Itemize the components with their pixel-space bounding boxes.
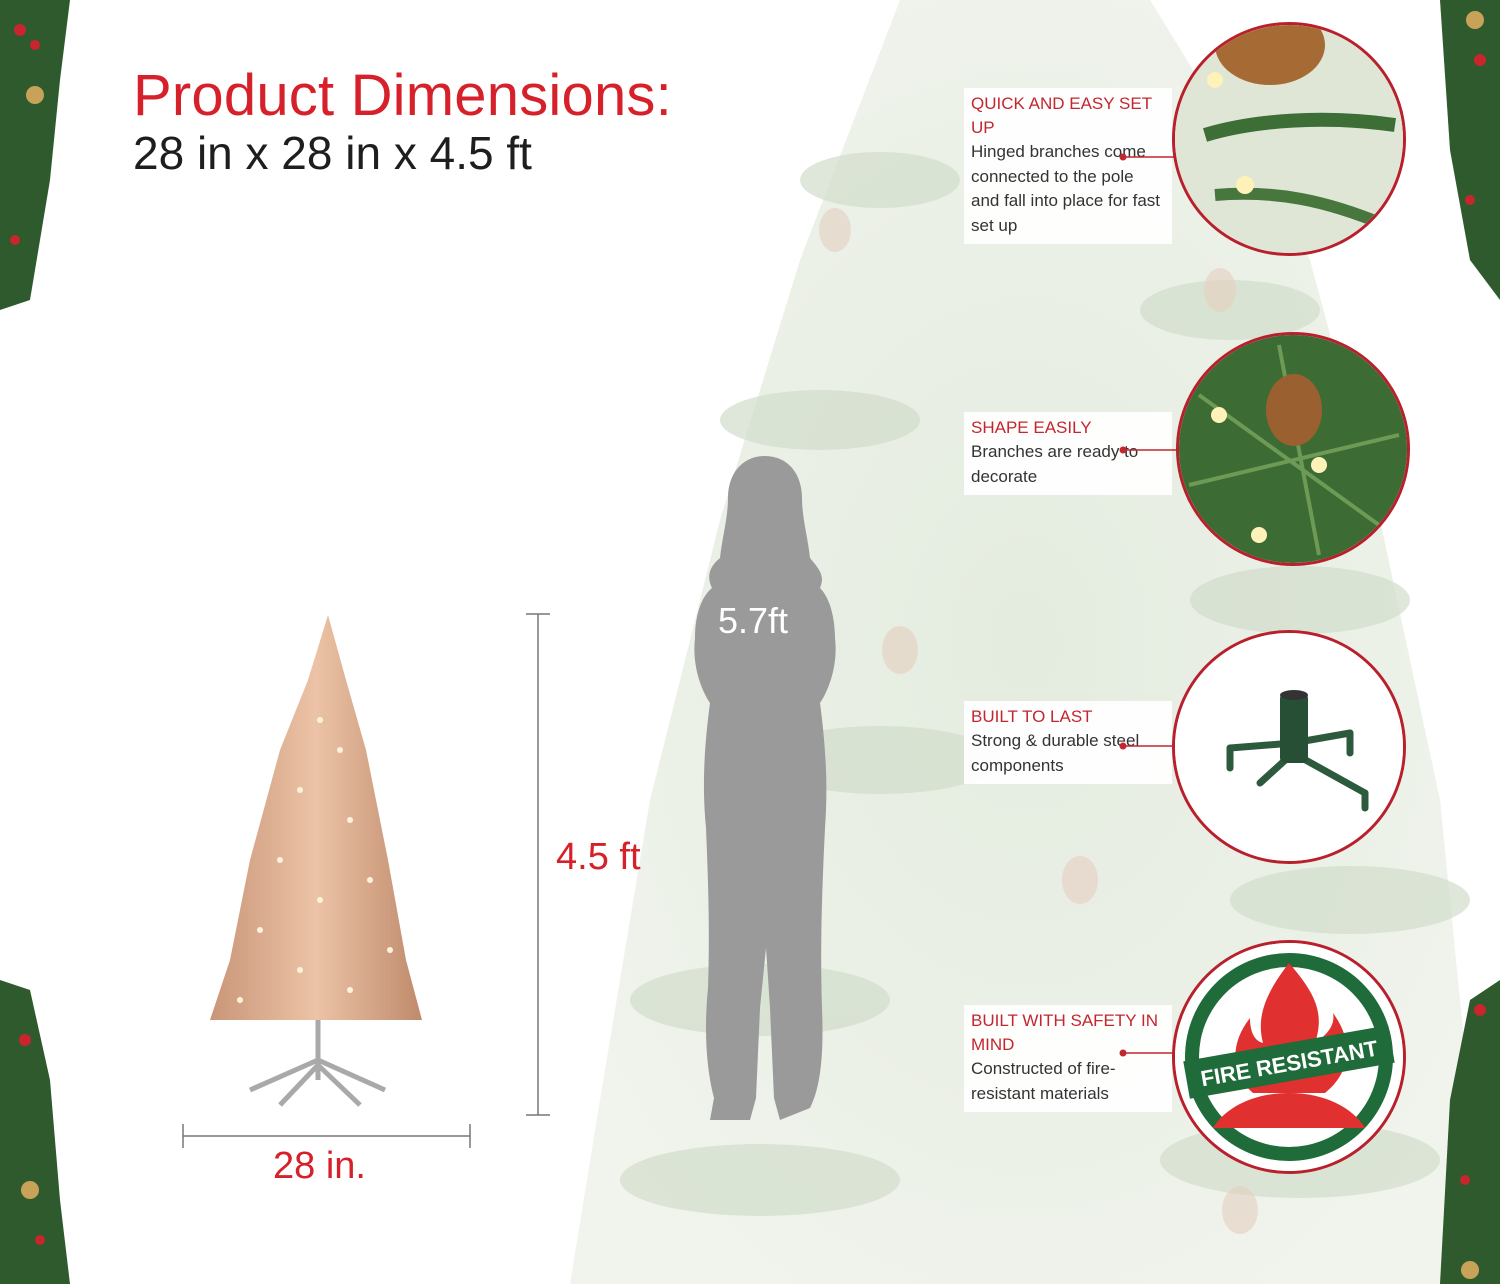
- callout-connector: [1119, 446, 1176, 454]
- feature-title: BUILT WITH SAFETY IN MIND: [971, 1011, 1159, 1054]
- hinged-branch-icon: [1175, 25, 1403, 253]
- person-height-label: 5.7ft: [718, 600, 789, 641]
- feature-image-tree-stand: [1172, 630, 1406, 864]
- fire-resistant-badge-icon: FIRE RESISTANT: [1175, 943, 1403, 1171]
- feature-callout-built-to-last: BUILT TO LAST Strong & durable steel com…: [964, 701, 1172, 784]
- width-dimension-line: [182, 1124, 471, 1148]
- feature-title: BUILT TO LAST: [971, 707, 1093, 726]
- feature-callout-safety: BUILT WITH SAFETY IN MIND Constructed of…: [964, 1005, 1172, 1112]
- rose-gold-tree-image: [210, 615, 422, 1107]
- width-label: 28 in.: [273, 1145, 366, 1187]
- feature-title: SHAPE EASILY: [971, 418, 1092, 437]
- feature-callout-shape-easily: SHAPE EASILY Branches are ready to decor…: [964, 412, 1172, 495]
- feature-body: Hinged branches come connected to the po…: [971, 142, 1161, 235]
- callout-connector: [1119, 1049, 1176, 1057]
- tree-stand-icon: [1175, 633, 1403, 861]
- feature-title: QUICK AND EASY SET UP: [971, 94, 1152, 137]
- product-tree-figure: [182, 613, 550, 1148]
- feature-body: Strong & durable steel components: [971, 731, 1140, 775]
- feature-image-fire-resistant: FIRE RESISTANT: [1172, 940, 1406, 1174]
- person-silhouette-icon: [694, 456, 836, 1120]
- height-label: 4.5 ft: [556, 836, 641, 878]
- callout-connector: [1119, 153, 1176, 161]
- feature-image-pinecone-branch: [1176, 332, 1410, 566]
- feature-body: Constructed of fire-resistant materials: [971, 1059, 1116, 1103]
- feature-body: Branches are ready to decorate: [971, 442, 1139, 486]
- pinecone-branch-icon: [1179, 335, 1407, 563]
- tree-stand: [248, 1020, 387, 1107]
- feature-callout-quick-setup: QUICK AND EASY SET UP Hinged branches co…: [964, 88, 1172, 244]
- height-dimension-line: [526, 613, 550, 1116]
- dimensions-text: 28 in x 28 in x 4.5 ft: [133, 127, 532, 179]
- feature-image-hinged-branch: [1172, 22, 1406, 256]
- callout-connector: [1119, 742, 1176, 750]
- page-title: Product Dimensions:: [133, 63, 672, 128]
